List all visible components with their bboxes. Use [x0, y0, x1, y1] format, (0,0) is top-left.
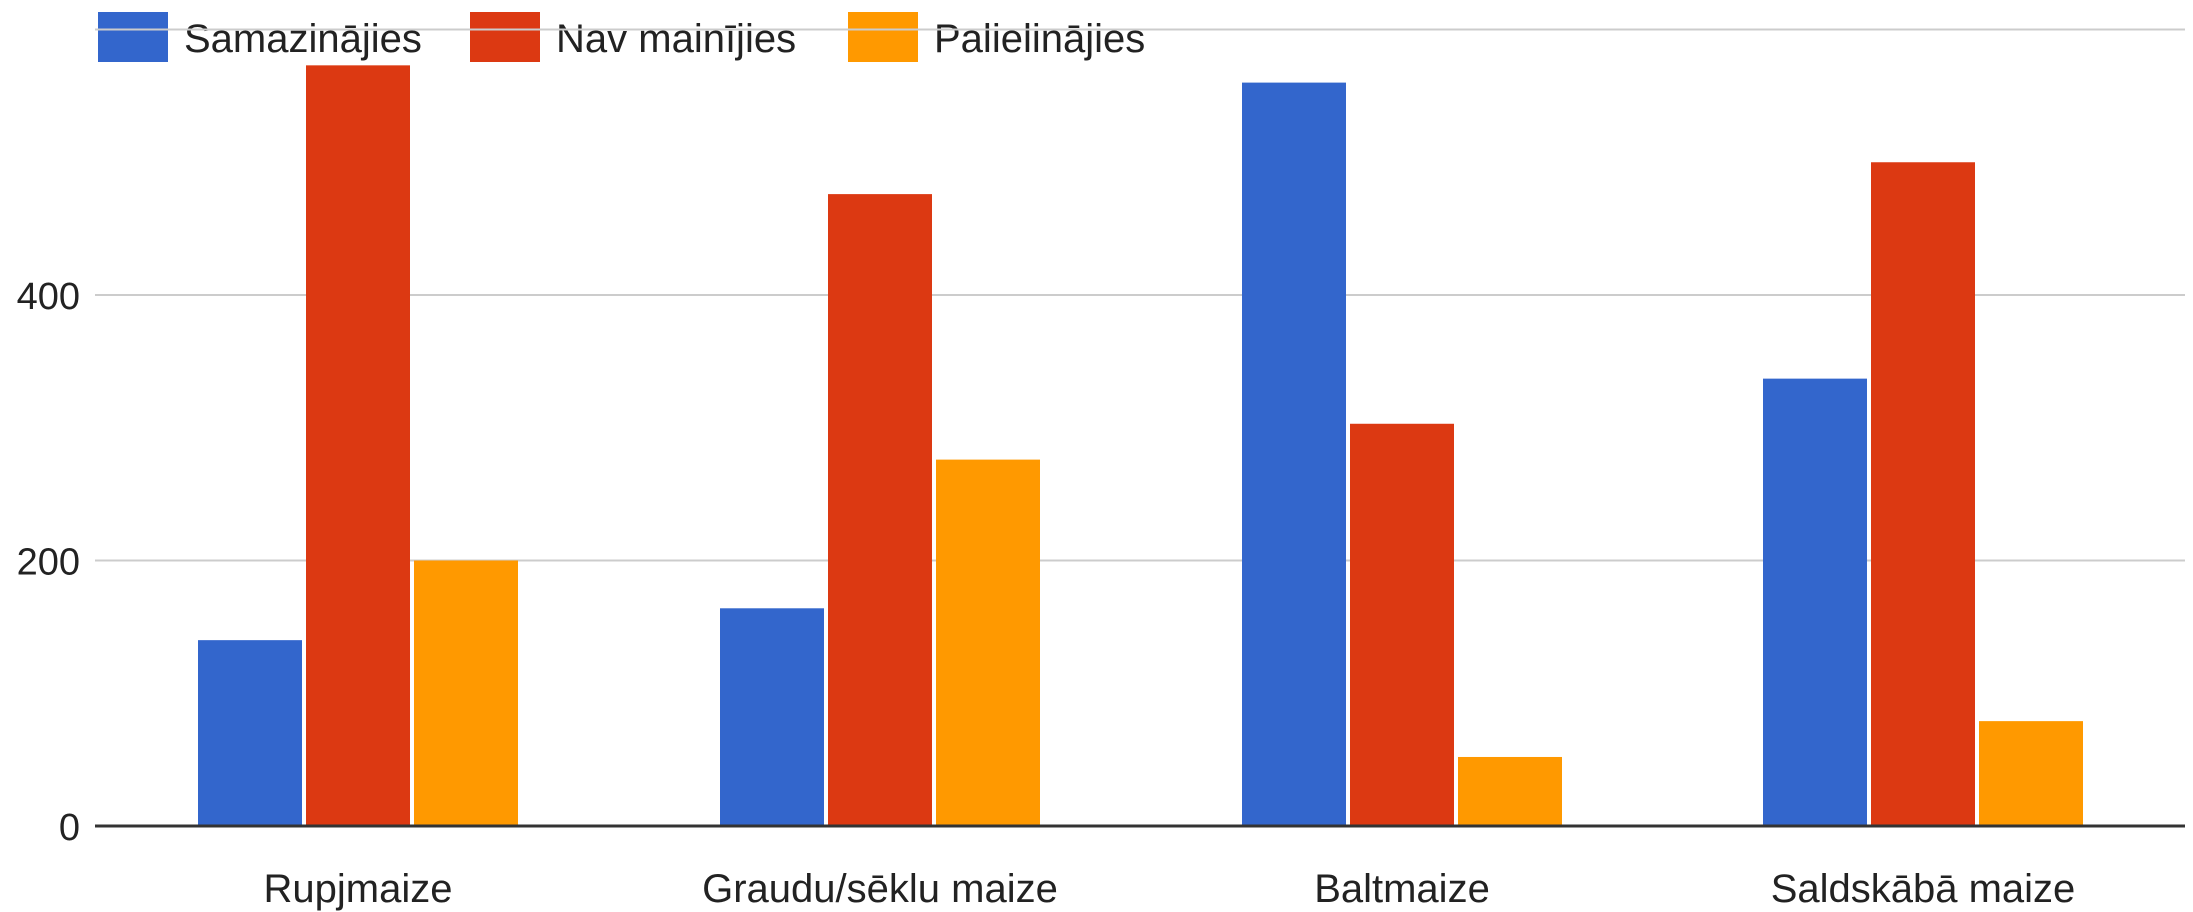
bar-Palielinājies-Graudu/sēklu maize	[936, 459, 1040, 826]
y-axis: 0 200 400	[17, 276, 80, 849]
bar-Samazinājies-Graudu/sēklu maize	[720, 608, 824, 826]
legend-swatch	[470, 12, 540, 62]
legend-swatch	[848, 12, 918, 62]
bar-Nav mainījies-Saldskābā maize	[1871, 162, 1975, 826]
bar-Nav mainījies-Baltmaize	[1350, 423, 1454, 826]
x-category-label: Graudu/sēklu maize	[702, 867, 1058, 911]
bar-Samazinājies-Rupjmaize	[198, 640, 302, 826]
bars	[198, 65, 2083, 827]
y-tick-label: 0	[59, 807, 80, 849]
bar-Samazinājies-Saldskābā maize	[1763, 378, 1867, 826]
legend-label: Samazinājies	[184, 17, 422, 61]
legend: Samazinājies Nav mainījies Palielinājies	[98, 12, 1145, 62]
bar-Nav mainījies-Rupjmaize	[306, 65, 410, 826]
bar-Palielinājies-Baltmaize	[1458, 756, 1562, 826]
legend-label: Palielinājies	[934, 17, 1145, 61]
bar-Palielinājies-Rupjmaize	[414, 560, 518, 826]
x-category-label: Rupjmaize	[264, 867, 453, 911]
bar-Nav mainījies-Graudu/sēklu maize	[828, 194, 932, 827]
y-tick-label: 400	[17, 276, 80, 318]
y-tick-label: 200	[17, 542, 80, 584]
x-axis: Rupjmaize Graudu/sēklu maize Baltmaize Sald…	[95, 824, 2185, 911]
bar-Palielinājies-Saldskābā maize	[1979, 721, 2083, 826]
x-category-label: Baltmaize	[1314, 867, 1490, 911]
legend-swatch	[98, 12, 168, 62]
legend-label: Nav mainījies	[556, 17, 796, 61]
bar-Samazinājies-Baltmaize	[1242, 82, 1346, 827]
x-category-label: Saldskābā maize	[1771, 867, 2076, 911]
